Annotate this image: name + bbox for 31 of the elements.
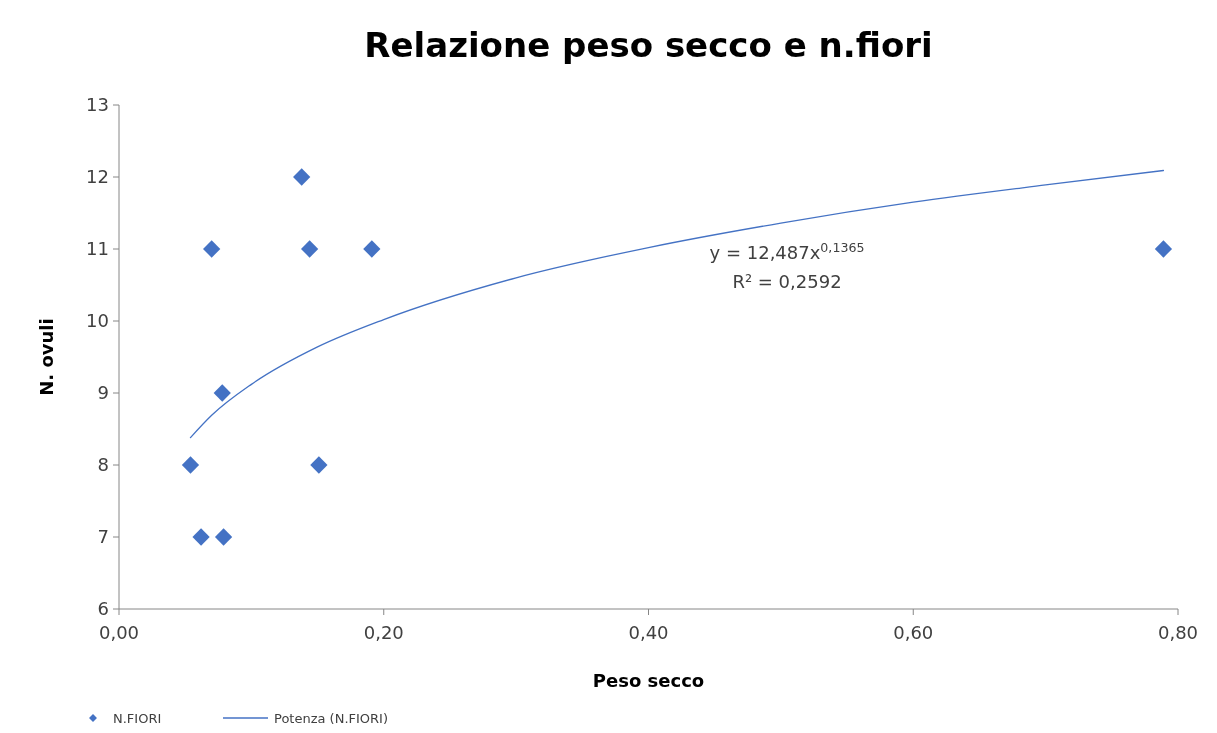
point <box>363 240 381 258</box>
chart-title: Relazione peso secco e n.fiori <box>364 25 933 65</box>
point <box>310 456 328 474</box>
annotation: R² = 0,2592 <box>732 271 842 292</box>
x-tick-label: 0,40 <box>628 622 669 643</box>
y-tick-label: 10 <box>86 310 109 332</box>
y-tick-label: 8 <box>97 454 109 476</box>
x-axis-title: Peso secco <box>592 670 705 691</box>
point <box>214 528 233 546</box>
line-series <box>189 169 1165 439</box>
y-tick-label: 9 <box>97 382 109 404</box>
legend-label: Potenza (N.FIORI) <box>274 710 388 726</box>
point <box>213 384 231 402</box>
point <box>300 240 319 258</box>
y-tick-label: 13 <box>86 94 109 116</box>
x-tick-label: 0,20 <box>363 622 404 643</box>
legend-label: N.FIORI <box>113 710 162 726</box>
x-tick-label: 0,00 <box>98 622 140 643</box>
annotation: y = 12,487x$^{0,1365}$ <box>709 239 865 263</box>
point <box>1154 240 1173 258</box>
x-tick-label: 0,60 <box>893 622 934 643</box>
x-tick-label: 0,80 <box>1157 622 1199 643</box>
y-tick-label: 6 <box>97 598 109 620</box>
point <box>203 240 221 258</box>
y-tick-label: 7 <box>97 526 109 548</box>
y-tick-label: 11 <box>86 238 109 260</box>
point <box>192 528 210 546</box>
y-axis-title: N. ovuli <box>36 318 57 396</box>
y-tick-label: 12 <box>86 166 109 188</box>
point <box>181 456 200 474</box>
point <box>293 168 311 186</box>
